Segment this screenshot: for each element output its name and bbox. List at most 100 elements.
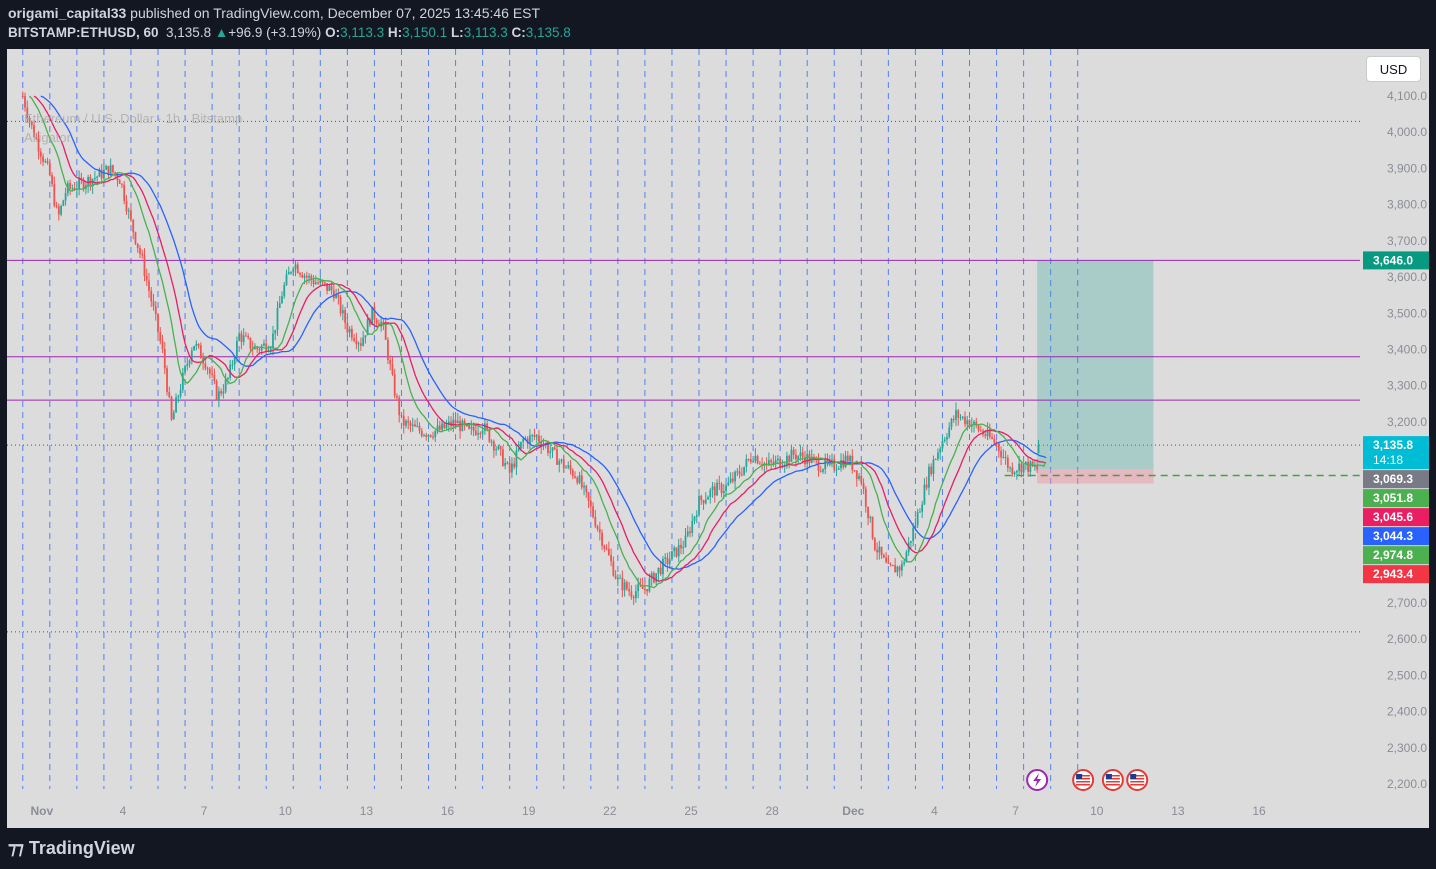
candle[interactable] (492, 441, 495, 451)
candle[interactable] (574, 476, 576, 478)
candle[interactable] (418, 425, 421, 431)
candle[interactable] (1000, 450, 1002, 458)
candle[interactable] (132, 219, 135, 233)
candle[interactable] (357, 343, 360, 345)
candle[interactable] (979, 430, 982, 432)
candle[interactable] (369, 319, 371, 325)
candle[interactable] (353, 338, 356, 341)
candle[interactable] (912, 527, 915, 542)
candle[interactable] (436, 425, 439, 431)
candle[interactable] (921, 504, 924, 512)
candle[interactable] (959, 417, 962, 419)
candle[interactable] (668, 559, 671, 565)
candle[interactable] (873, 538, 876, 550)
candle[interactable] (695, 514, 698, 517)
candle[interactable] (375, 319, 378, 324)
currency-button[interactable]: USD (1366, 56, 1421, 82)
candle[interactable] (109, 165, 112, 175)
candle[interactable] (103, 169, 105, 179)
candle[interactable] (391, 364, 394, 375)
candle[interactable] (240, 333, 243, 342)
candle[interactable] (876, 549, 878, 553)
candle[interactable] (822, 469, 824, 472)
candle[interactable] (946, 436, 948, 440)
candle[interactable] (880, 546, 883, 556)
candle[interactable] (299, 273, 301, 275)
candle[interactable] (781, 466, 784, 468)
candle[interactable] (589, 500, 592, 507)
candle[interactable] (650, 573, 653, 579)
candle[interactable] (359, 343, 362, 346)
candle[interactable] (795, 454, 797, 460)
candle[interactable] (118, 180, 121, 184)
candle[interactable] (592, 506, 594, 517)
candle[interactable] (878, 546, 881, 553)
candle[interactable] (910, 541, 912, 543)
price-axis-label[interactable] (1363, 565, 1429, 584)
price-axis-label[interactable] (1363, 251, 1429, 270)
candle[interactable] (882, 555, 885, 558)
candle[interactable] (862, 483, 865, 489)
candle[interactable] (722, 490, 725, 494)
candle[interactable] (265, 343, 268, 352)
candle[interactable] (846, 455, 849, 462)
candle[interactable] (321, 280, 324, 283)
candle[interactable] (272, 333, 274, 349)
candle[interactable] (1006, 457, 1009, 468)
candle[interactable] (434, 430, 437, 438)
candle[interactable] (680, 544, 682, 549)
candle[interactable] (925, 484, 928, 488)
candle[interactable] (78, 177, 81, 189)
candle[interactable] (236, 340, 238, 359)
candle[interactable] (456, 420, 459, 424)
candle[interactable] (648, 578, 651, 592)
candle[interactable] (488, 429, 491, 442)
candle[interactable] (621, 577, 624, 591)
price-axis-label[interactable] (1363, 546, 1429, 565)
candle[interactable] (607, 548, 610, 556)
candle[interactable] (966, 420, 969, 425)
candle[interactable] (341, 310, 344, 314)
candle[interactable] (96, 176, 99, 178)
candle[interactable] (148, 280, 150, 291)
candle[interactable] (46, 161, 49, 163)
candle[interactable] (864, 488, 867, 507)
candle[interactable] (659, 567, 662, 575)
candle[interactable] (948, 427, 951, 437)
candle[interactable] (790, 449, 793, 462)
candle[interactable] (891, 565, 894, 567)
candle[interactable] (170, 397, 173, 420)
candle[interactable] (835, 469, 838, 471)
candle[interactable] (39, 151, 42, 157)
price-axis-label[interactable] (1363, 527, 1429, 546)
candle[interactable] (869, 516, 872, 519)
candle[interactable] (928, 466, 930, 488)
price-axis-label[interactable] (1363, 436, 1429, 470)
candle[interactable] (808, 453, 811, 463)
candle[interactable] (997, 443, 1000, 451)
candle[interactable] (224, 378, 227, 392)
candle[interactable] (619, 577, 622, 579)
candle[interactable] (623, 582, 626, 591)
candle[interactable] (614, 575, 617, 579)
candle[interactable] (91, 179, 94, 187)
candle[interactable] (964, 416, 966, 425)
candle[interactable] (797, 455, 800, 460)
candle[interactable] (127, 210, 130, 212)
candle[interactable] (718, 482, 721, 484)
candle[interactable] (199, 345, 202, 359)
candle[interactable] (716, 482, 718, 496)
candle[interactable] (819, 470, 822, 472)
candle[interactable] (350, 328, 353, 339)
candle[interactable] (702, 500, 705, 504)
candle[interactable] (247, 336, 250, 338)
candle[interactable] (858, 475, 860, 479)
candle[interactable] (190, 350, 193, 361)
candle[interactable] (734, 471, 736, 482)
candle[interactable] (529, 435, 531, 444)
candle[interactable] (887, 562, 890, 564)
candle[interactable] (69, 183, 71, 189)
candle[interactable] (274, 329, 277, 334)
candle[interactable] (743, 466, 745, 475)
candle[interactable] (30, 121, 33, 126)
